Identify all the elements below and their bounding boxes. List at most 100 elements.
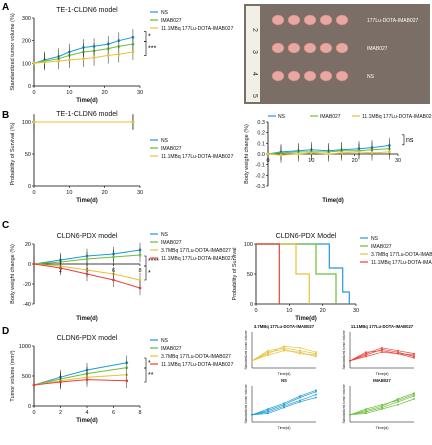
chart-d: CLDN6-PDX model 0 500 1000 0 2 4 6 8 Time(d) Tumor… [10, 335, 234, 424]
legend-label: 11.1MBq 177Lu-DOTA-IMAB027 [161, 256, 234, 262]
y-tick-label: 0 [250, 302, 253, 308]
chart-title: TE-1-CLDN6 model [56, 111, 118, 118]
ruler [246, 6, 260, 102]
mini-point [397, 352, 399, 355]
data-point [357, 150, 361, 154]
mini-point [413, 357, 415, 359]
mini-point [365, 354, 367, 356]
mini-point [349, 359, 351, 362]
mini-point [381, 349, 383, 352]
mini-point [381, 348, 383, 351]
chart-a: TE-1-CLDN6 model 0 100 200 300 0 10 20 30 Time(d)… [10, 7, 234, 104]
data-point [131, 50, 135, 54]
mini-point [381, 403, 383, 406]
tumor-sample [287, 14, 301, 26]
tumor-sample [271, 70, 285, 82]
data-point [112, 255, 115, 259]
x-tick-label: 0 [32, 90, 35, 96]
series-line [33, 362, 127, 386]
y-tick-label: 100 [22, 120, 31, 126]
tumor-photo: 2 3 4 5 177Lu-DOTA-IMAB027 IMAB027 NS [244, 4, 430, 104]
mini-point [251, 413, 253, 416]
survival-line [256, 243, 310, 304]
y-axis-label: Body weight change (%) [244, 124, 250, 184]
legend: NS IMAB027 11.1MBq 177Lu-DOTA-IMAB027 [268, 114, 432, 120]
mini-point [283, 346, 285, 349]
mini-point [299, 349, 301, 352]
chart-b2: -0.3-0.2-0.10.00.10.20.30102030Time(d)Bo… [244, 114, 432, 204]
y-axis-label: Standardized tumor volume (%) [10, 13, 16, 91]
mini-point [299, 351, 301, 354]
mini-point [283, 348, 285, 351]
mini-point [299, 396, 301, 399]
data-point [138, 253, 142, 257]
y-tick-label: 100 [22, 61, 31, 67]
y-tick-label: 200 [22, 39, 31, 45]
data-point [266, 152, 270, 156]
y-tick-label: 100 [244, 242, 253, 248]
data-point [57, 59, 61, 63]
data-point [43, 60, 46, 64]
tumor-sample [319, 42, 333, 54]
mini-title: 11.1MBq 177Lu-DOTA-IMAB027 [351, 324, 414, 329]
mini-chart: NS Time(d) Standardized tumor volume [244, 378, 317, 430]
y-tick-label: 0 [28, 262, 31, 268]
mini-point [251, 359, 253, 362]
x-tick-label: 0 [32, 190, 35, 196]
legend-label: IMAB027 [161, 240, 182, 246]
data-point [59, 266, 62, 270]
legend-label: NS [161, 10, 169, 16]
mini-chart: IMAB027 Time(d) Standardized tumor volume [342, 378, 415, 430]
data-point [309, 151, 313, 155]
sig-bracket [144, 357, 147, 369]
photo-row-label: IMAB027 [367, 46, 388, 52]
mini-point [413, 352, 415, 355]
legend-label: 11.1MBq 177Lu-DOTA-IMAB027 [161, 154, 234, 160]
legend-label: IMAB027 [320, 114, 341, 120]
mini-point [267, 408, 269, 410]
mini-point [397, 403, 399, 406]
x-tick-label: 10 [66, 90, 72, 96]
data-point [106, 54, 110, 57]
x-tick-label: 20 [102, 190, 108, 196]
mini-point [413, 398, 415, 400]
data-point [85, 257, 89, 261]
tumor-sample [319, 14, 333, 26]
y-tick-label: -0.3 [256, 184, 265, 190]
mini-point [283, 349, 285, 352]
y-axis-label: Tumor volume (mm³) [10, 350, 16, 401]
legend: NS IMAB027 11.1MBq 177Lu-DOTA-IMAB027 [150, 10, 234, 32]
legend-label: 11.1MBq 177Lu-DOTA-IMAB027 [362, 114, 432, 120]
mini-title: 3.7MBq 177Lu-DOTA-IMAB027 [254, 324, 315, 329]
mini-point [299, 400, 301, 403]
mini-point [283, 405, 285, 408]
mini-point [315, 393, 317, 396]
data-point [67, 58, 71, 62]
x-tick-label: 4 [85, 410, 88, 416]
legend-label: 3.7MBq 177Lu-DOTA-IMAB027 [371, 252, 432, 258]
panel-letter-c: C [2, 220, 9, 231]
x-axis-label: Time(d) [76, 316, 98, 322]
mini-point [413, 354, 415, 356]
sig-label: **** [148, 258, 159, 265]
chart-c1: CLDN6-PDX model-40-200202468Time(d)Body … [10, 232, 234, 322]
y-tick-label: 0 [28, 84, 31, 90]
data-point [85, 272, 89, 276]
y-tick-label: 50 [25, 152, 31, 158]
mini-point [413, 355, 415, 358]
sig-label: * [148, 270, 151, 277]
mini-point [381, 408, 383, 410]
mini-point [283, 402, 285, 405]
x-tick-label: 10 [66, 190, 72, 196]
legend-label: 11.1MBq 177Lu-DOTA-IMAB027 [161, 26, 234, 32]
x-tick-label: 20 [102, 90, 108, 96]
mini-chart: 11.1MBq 177Lu-DOTA-IMAB027 Time(d) Standar… [342, 324, 415, 376]
legend-label: 11.1MBq 177Lu-DOTA-IMAB027 [371, 260, 432, 266]
series-line [33, 379, 127, 386]
legend-label: NS [161, 338, 169, 344]
data-point [59, 380, 62, 384]
x-tick-label: 8 [138, 268, 141, 274]
mini-point [397, 400, 399, 403]
data-point [32, 61, 36, 65]
mini-point [267, 409, 269, 412]
